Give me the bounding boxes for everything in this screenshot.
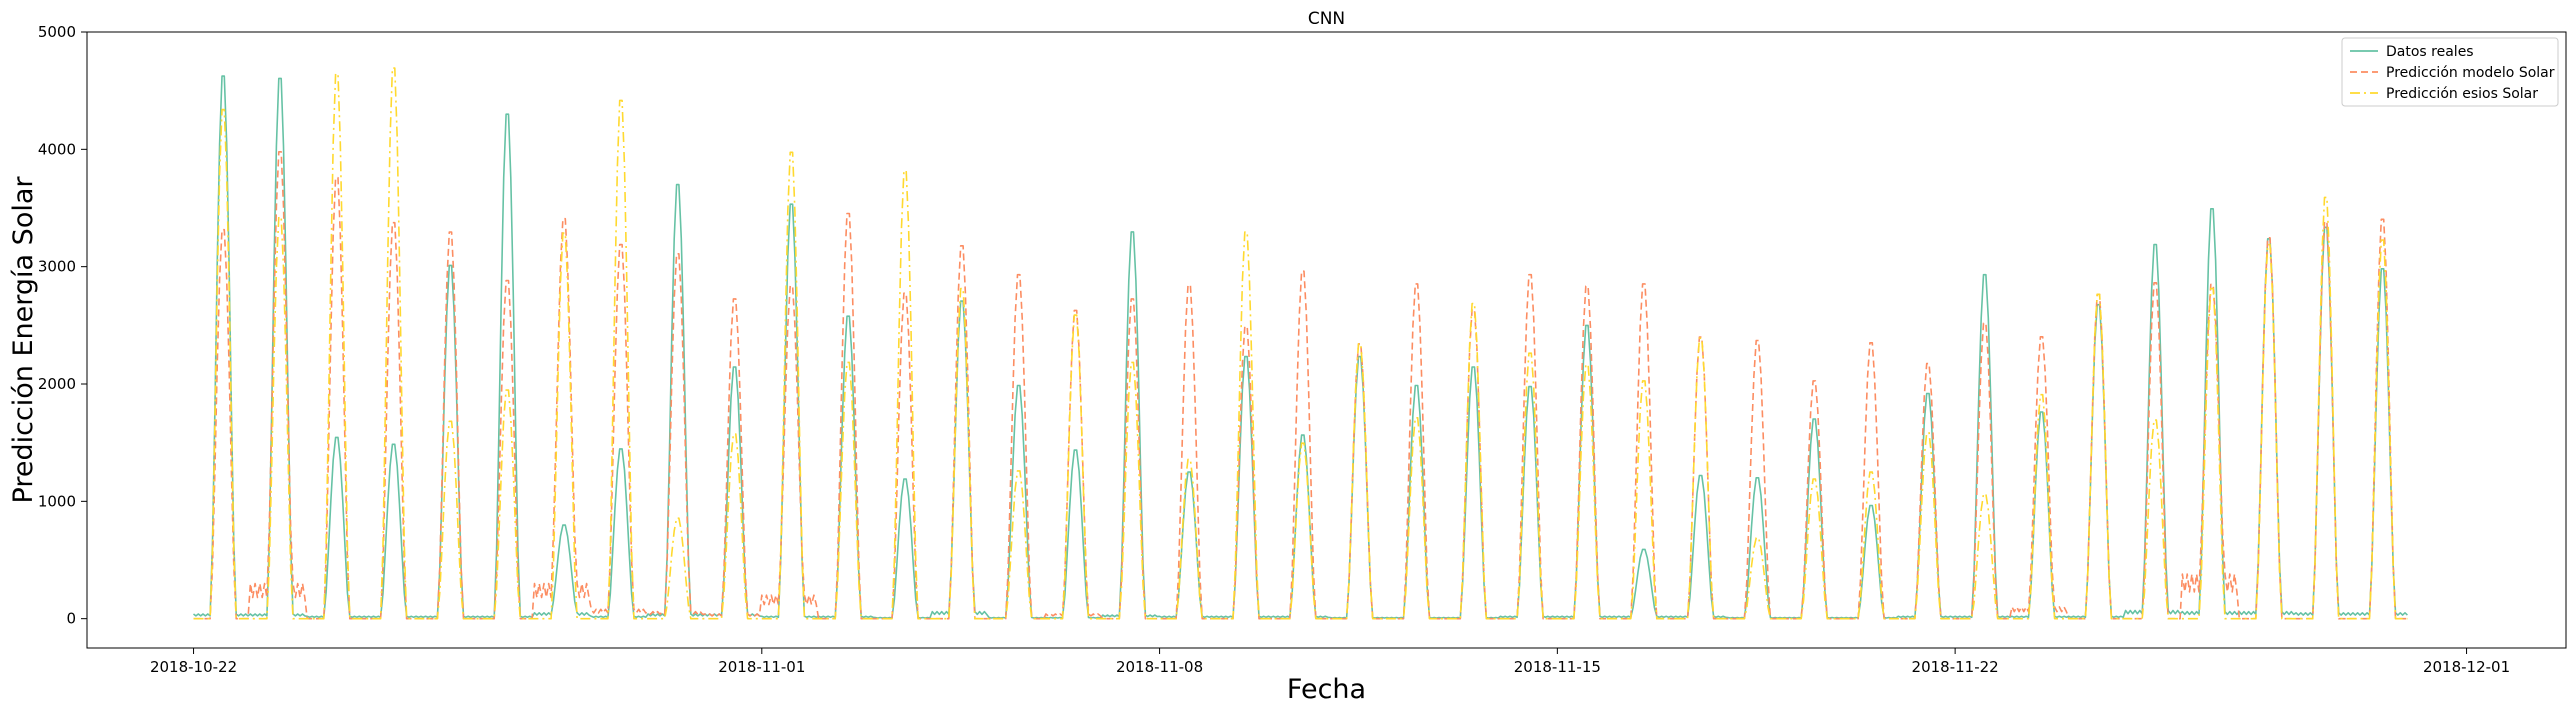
x-tick-label: 2018-11-22 [1912,658,1999,676]
chart-title: CNN [1308,9,1345,29]
y-tick-label: 4000 [38,140,76,158]
y-tick-label: 5000 [38,23,76,41]
x-tick-label: 2018-11-15 [1514,658,1601,676]
series-line [193,67,2408,620]
x-tick-label: 2018-11-08 [1116,658,1203,676]
x-tick-label: 2018-11-01 [718,658,805,676]
legend-box [2341,37,2559,107]
y-axis: 0 1000 2000 3000 4000 5000 [38,23,87,628]
y-axis-label: Predicción Energía Solar [8,176,39,504]
series-line [193,151,2408,620]
x-axis-label: Fecha [1287,674,1366,705]
y-tick-label: 3000 [38,258,76,276]
x-tick-label: 2018-12-01 [2423,658,2510,676]
legend-label: Predicción modelo Solar [2386,65,2555,81]
legend-label: Datos reales [2386,44,2474,60]
x-axis: 2018-10-22 2018-11-01 2018-11-08 2018-11-15… [150,648,2510,676]
series-layer [193,67,2408,620]
y-tick-label: 1000 [38,492,76,510]
legend-label: Predicción esios Solar [2386,86,2538,102]
y-tick-label: 2000 [38,375,76,393]
plot-area-frame [86,31,2567,649]
legend: Datos reales Predicción modelo Solar Predi… [2341,37,2559,107]
x-tick-label: 2018-10-22 [150,658,237,676]
y-tick-label: 0 [66,610,76,628]
